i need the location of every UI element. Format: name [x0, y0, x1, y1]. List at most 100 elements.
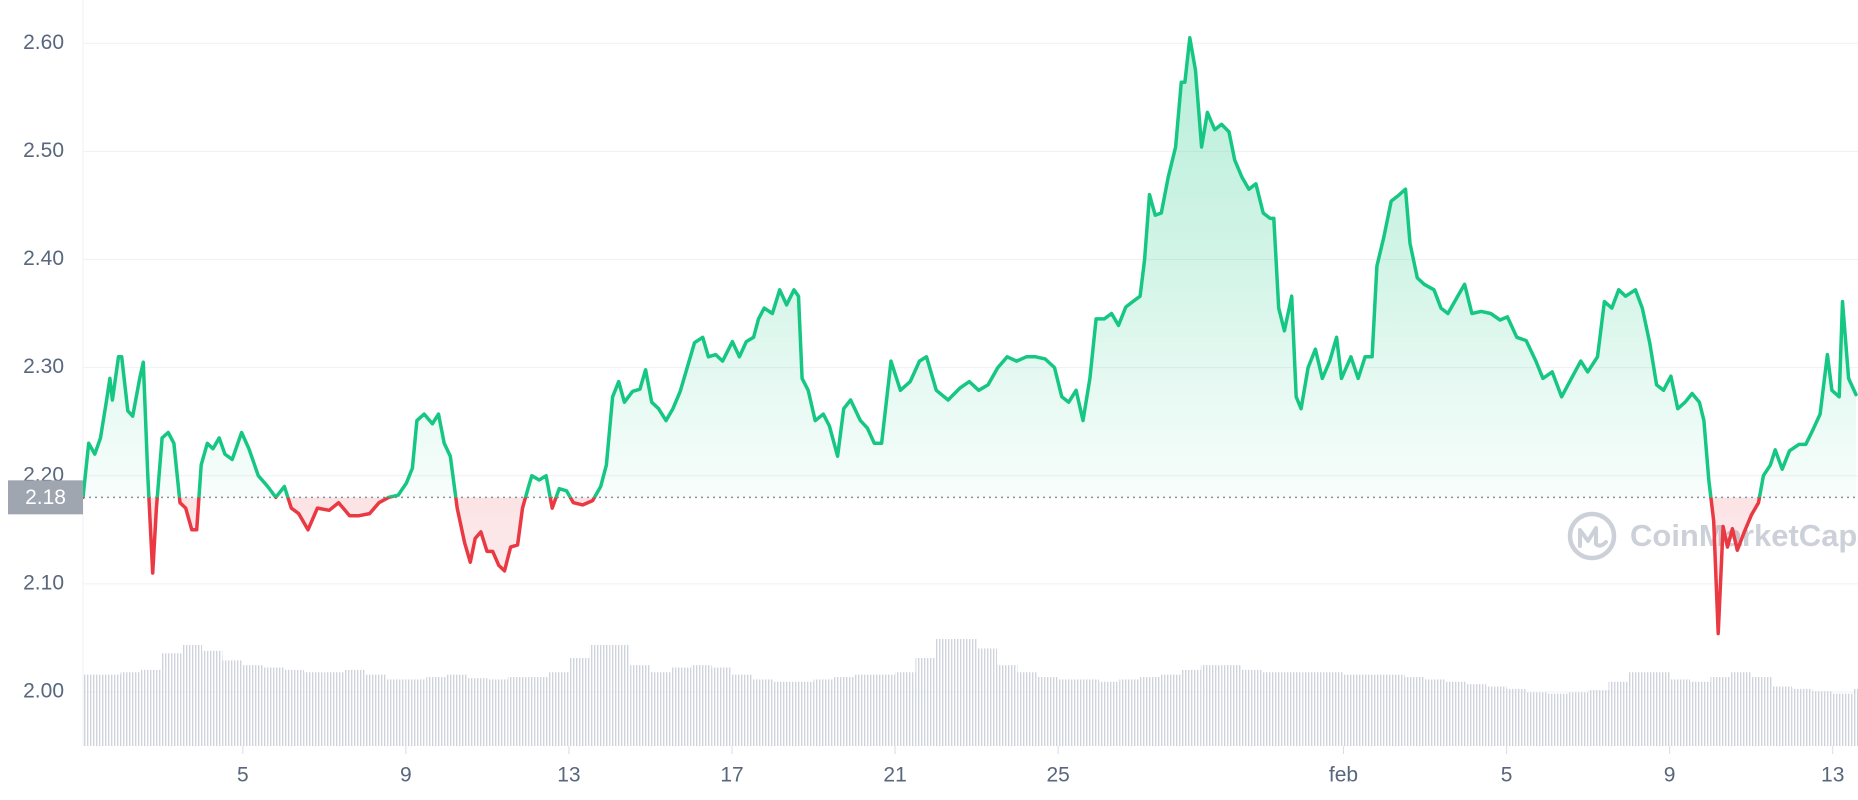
volume-bar — [1628, 672, 1650, 746]
volume-bar — [1465, 684, 1487, 746]
volume-bar — [1017, 672, 1038, 746]
volume-bar — [650, 672, 671, 746]
volume-bar — [589, 644, 610, 746]
volume-bar — [1261, 672, 1283, 746]
volume-bar — [1608, 681, 1629, 746]
volume-bar — [711, 667, 733, 746]
volume-bar — [1710, 677, 1731, 746]
baseline-label: 2.18 — [25, 486, 66, 509]
volume-bar — [1506, 688, 1527, 746]
volume-bar — [1832, 693, 1854, 746]
volume-bar — [935, 639, 957, 746]
volume-bar — [1669, 679, 1691, 746]
volume-bar — [670, 667, 692, 746]
volume-bar — [1751, 677, 1772, 746]
volume-bar — [324, 672, 345, 746]
volume-bar — [1588, 690, 1609, 746]
volume-bar — [1241, 669, 1262, 746]
y-tick-label: 2.40 — [23, 247, 64, 270]
volume-bar — [1180, 669, 1201, 746]
volume-bar — [976, 648, 997, 746]
y-tick-label: 2.60 — [23, 31, 64, 54]
volume-bar — [1037, 677, 1059, 746]
volume-bar — [1384, 674, 1405, 746]
volume-bar — [1058, 679, 1079, 746]
y-tick-label: 2.10 — [23, 571, 64, 594]
volume-bar — [1445, 681, 1466, 746]
volume-bar — [1690, 681, 1711, 746]
volume-bar — [446, 674, 468, 746]
volume-bar — [874, 674, 896, 746]
volume-bar — [752, 679, 773, 746]
x-tick-label: 25 — [1046, 764, 1069, 787]
volume-bar — [120, 672, 141, 746]
y-tick-label: 2.00 — [23, 679, 64, 702]
volume-bar — [202, 650, 223, 746]
x-tick-label: 17 — [720, 764, 743, 787]
volume-bar — [303, 672, 325, 746]
price-area — [83, 37, 1856, 634]
volume-bar — [365, 674, 386, 746]
volume-bar — [732, 674, 753, 746]
price-line — [81, 36, 1858, 636]
volume-bar — [772, 681, 794, 746]
volume-bar — [1425, 679, 1446, 746]
volume-bar — [1282, 672, 1303, 746]
volume-bar — [1404, 677, 1426, 746]
volume-bar — [344, 669, 366, 746]
volume-bar — [854, 674, 875, 746]
y-tick-label: 2.30 — [23, 355, 64, 378]
volume-bar — [507, 677, 529, 746]
x-tick-label: 13 — [557, 764, 580, 787]
volume-bar — [1139, 677, 1161, 746]
x-tick-label: 13 — [1821, 764, 1844, 787]
volume-bar — [528, 677, 549, 746]
volume-bar — [222, 660, 243, 746]
volume-bar — [568, 658, 590, 746]
volume-bar — [385, 679, 406, 746]
volume-bar — [895, 672, 916, 746]
y-tick-label: 2.50 — [23, 139, 64, 162]
volume-bar — [161, 653, 182, 746]
volume-bar — [487, 679, 508, 746]
volume-bar — [1160, 674, 1181, 746]
x-tick-label: 9 — [1664, 764, 1676, 787]
volume-bar — [140, 669, 162, 746]
volume-bar — [1221, 665, 1242, 746]
volume-bar — [1363, 674, 1385, 746]
volume-bar — [263, 667, 284, 746]
volume-bar — [630, 665, 651, 746]
volume-bar — [996, 665, 1018, 746]
volume-bar — [1730, 672, 1752, 746]
volume-bar — [426, 677, 447, 746]
baseline-label-box — [8, 480, 83, 515]
watermark-logo — [1567, 511, 1617, 561]
x-tick-label: 9 — [400, 764, 412, 787]
volume-bar — [1771, 686, 1792, 746]
volume-bar — [548, 672, 569, 746]
volume-bar — [1119, 679, 1140, 746]
volume-bar — [833, 677, 855, 746]
volume-bar — [1302, 672, 1324, 746]
volume-bar — [1853, 688, 1858, 746]
volume-bar — [956, 639, 977, 746]
volume-bar — [1098, 681, 1120, 746]
volume-bar — [1567, 692, 1589, 746]
volume-bar — [242, 665, 264, 746]
x-tick-label: 5 — [1501, 764, 1513, 787]
volume-bar — [609, 644, 631, 746]
volume-bar — [813, 679, 834, 746]
volume-bar — [467, 678, 488, 746]
volume-bar — [1343, 674, 1364, 746]
volume-bar — [1547, 693, 1568, 746]
volume-bar — [915, 658, 936, 746]
x-tick-label: 5 — [237, 764, 249, 787]
volume-bar — [100, 674, 121, 746]
x-tick-label: feb — [1329, 764, 1358, 787]
volume-bar — [691, 665, 712, 746]
volume-bar — [283, 669, 304, 746]
volume-bar — [181, 644, 203, 746]
volume-bar — [1486, 686, 1507, 746]
x-tick-label: 21 — [883, 764, 906, 787]
